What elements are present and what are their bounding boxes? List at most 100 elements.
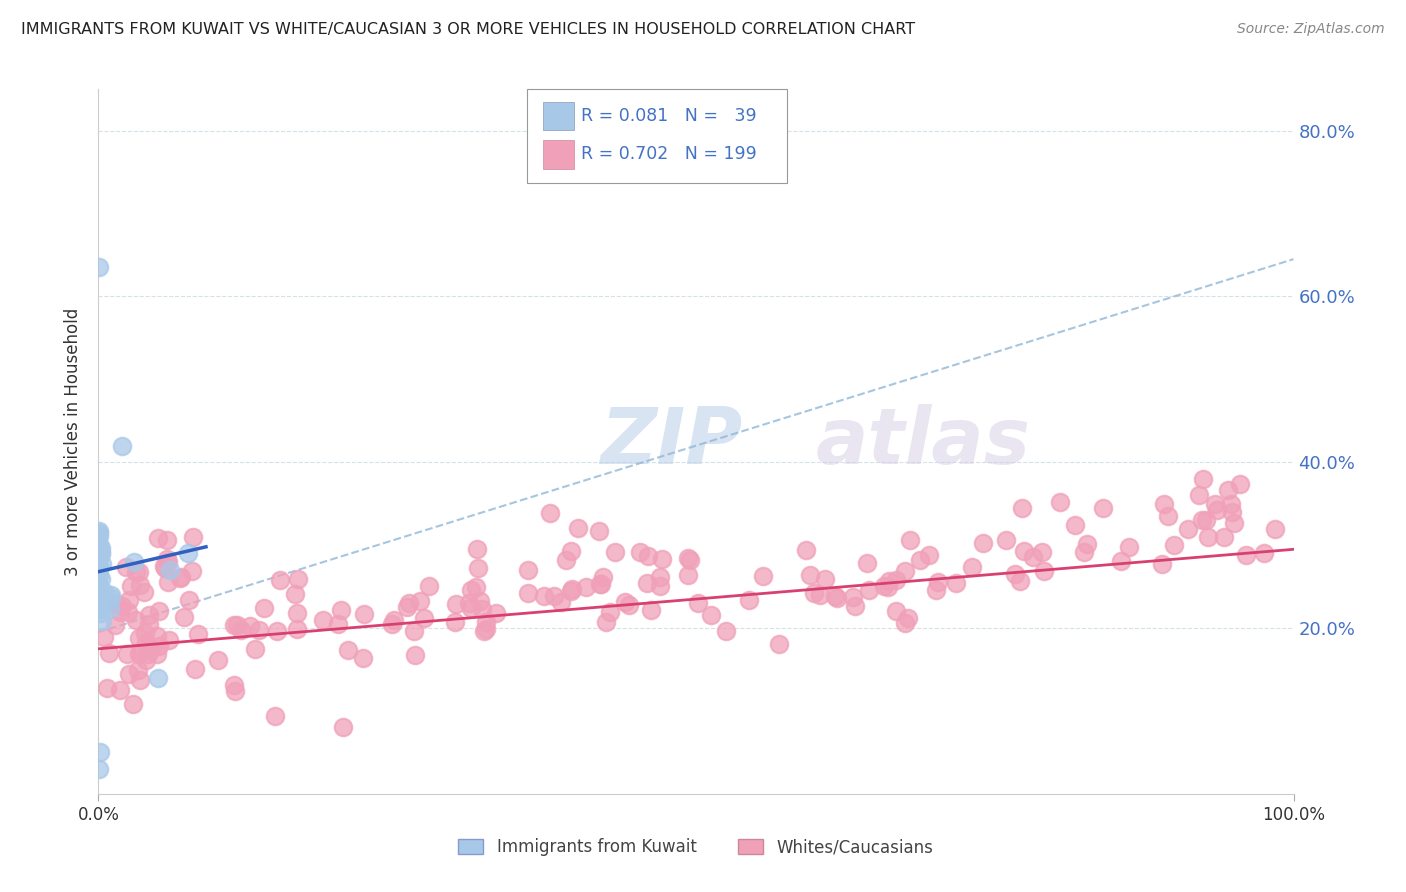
- Point: [814, 572, 837, 586]
- Point: [738, 593, 761, 607]
- Point: [404, 648, 426, 662]
- Point: [89, 529, 111, 543]
- Point: [1008, 574, 1031, 589]
- Point: [87, 537, 110, 551]
- Point: [156, 574, 179, 589]
- Point: [239, 619, 262, 633]
- Point: [1219, 497, 1241, 511]
- Point: [100, 591, 122, 605]
- Point: [418, 579, 440, 593]
- Point: [146, 531, 169, 545]
- Point: [115, 647, 138, 661]
- Point: [412, 611, 434, 625]
- Point: [1022, 549, 1045, 564]
- Point: [799, 567, 821, 582]
- Point: [89, 525, 111, 540]
- Point: [89, 601, 111, 615]
- Point: [87, 579, 110, 593]
- Text: Source: ZipAtlas.com: Source: ZipAtlas.com: [1237, 22, 1385, 37]
- Point: [207, 653, 229, 667]
- Point: [89, 543, 111, 558]
- Point: [458, 596, 481, 610]
- Point: [471, 602, 494, 616]
- Point: [1076, 537, 1098, 551]
- Point: [1188, 488, 1211, 502]
- Point: [844, 599, 866, 614]
- Point: [159, 563, 181, 577]
- Point: [676, 567, 699, 582]
- Point: [808, 588, 831, 602]
- Point: [560, 583, 582, 598]
- Point: [1049, 495, 1071, 509]
- Point: [127, 663, 149, 677]
- Point: [402, 624, 425, 638]
- Point: [269, 573, 291, 587]
- Point: [128, 565, 150, 579]
- Point: [560, 543, 582, 558]
- Point: [567, 521, 589, 535]
- Point: [87, 762, 110, 776]
- Point: [555, 553, 578, 567]
- Point: [111, 439, 134, 453]
- Point: [100, 588, 122, 602]
- Point: [264, 709, 287, 723]
- Point: [381, 616, 404, 631]
- Point: [398, 596, 420, 610]
- Point: [877, 581, 900, 595]
- Point: [222, 618, 245, 632]
- Point: [1212, 530, 1234, 544]
- Point: [484, 606, 506, 620]
- Point: [516, 585, 538, 599]
- Point: [897, 611, 920, 625]
- Point: [714, 624, 737, 639]
- Text: R = 0.702   N = 199: R = 0.702 N = 199: [581, 145, 756, 163]
- Point: [148, 604, 170, 618]
- Point: [93, 585, 115, 599]
- Point: [138, 617, 160, 632]
- Point: [1073, 545, 1095, 559]
- Point: [1205, 503, 1227, 517]
- Point: [550, 595, 572, 609]
- Point: [516, 563, 538, 577]
- Point: [90, 547, 112, 561]
- Point: [1092, 500, 1115, 515]
- Point: [1229, 477, 1251, 491]
- Point: [1012, 543, 1035, 558]
- Text: R = 0.081   N =   39: R = 0.081 N = 39: [581, 107, 756, 125]
- Point: [326, 616, 349, 631]
- Point: [648, 570, 671, 584]
- Point: [108, 682, 131, 697]
- Point: [543, 589, 565, 603]
- Point: [686, 596, 709, 610]
- Point: [1031, 545, 1053, 559]
- Point: [605, 545, 627, 559]
- Point: [87, 591, 110, 605]
- Point: [135, 636, 157, 650]
- Point: [444, 615, 467, 629]
- Point: [104, 598, 127, 612]
- Point: [825, 591, 848, 606]
- Point: [794, 542, 817, 557]
- Point: [120, 579, 142, 593]
- Point: [284, 587, 307, 601]
- Point: [148, 639, 170, 653]
- Point: [187, 627, 209, 641]
- Point: [858, 583, 880, 598]
- Point: [475, 622, 498, 636]
- Point: [247, 623, 270, 637]
- Point: [353, 607, 375, 621]
- Point: [595, 615, 617, 629]
- Point: [894, 564, 917, 578]
- Point: [90, 557, 112, 571]
- Point: [575, 580, 598, 594]
- Point: [1011, 501, 1033, 516]
- Text: ZIP: ZIP: [600, 403, 742, 480]
- Point: [287, 606, 309, 620]
- Point: [614, 595, 637, 609]
- Point: [225, 618, 247, 632]
- Point: [1064, 518, 1087, 533]
- Point: [628, 545, 651, 559]
- Point: [87, 582, 110, 597]
- Point: [1163, 538, 1185, 552]
- Point: [1004, 566, 1026, 581]
